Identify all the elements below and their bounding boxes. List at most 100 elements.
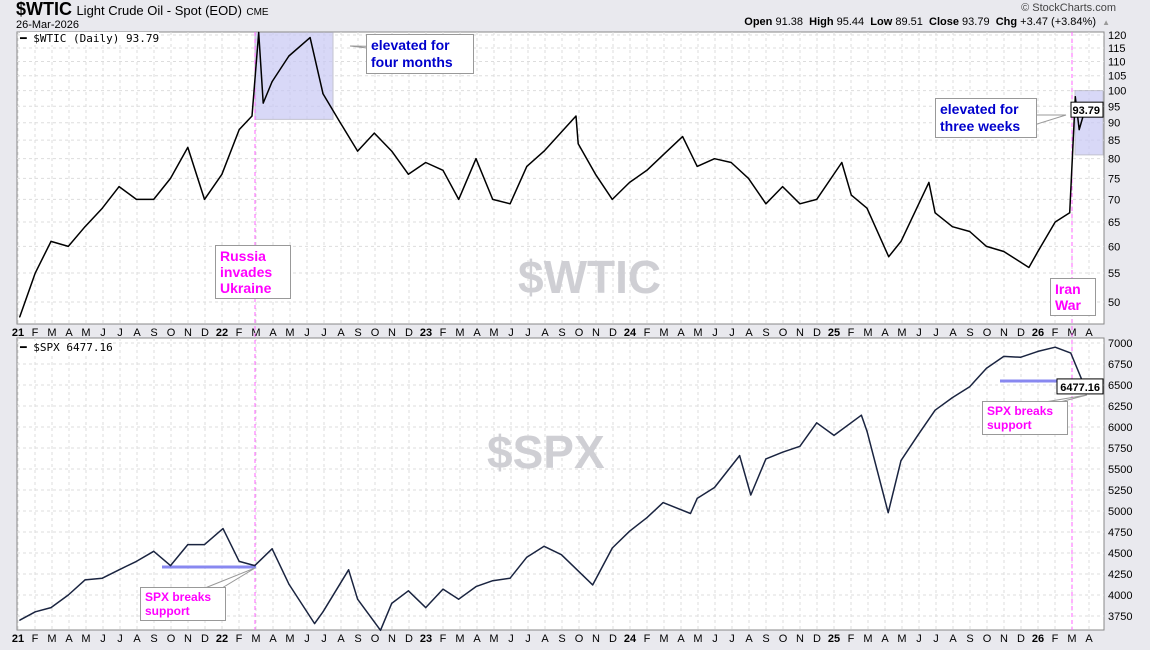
x-tick-label: A — [881, 327, 889, 339]
x-tick-label: J — [933, 327, 939, 339]
spx-point — [313, 622, 316, 625]
wtic-point — [458, 198, 460, 200]
wtic-point — [475, 158, 477, 160]
x-tick-label: M — [455, 633, 464, 645]
y-tick-label: 5750 — [1108, 443, 1132, 455]
wtic-point — [509, 203, 511, 205]
x-tick-label: J — [508, 327, 514, 339]
x-tick-label: 26 — [1032, 633, 1044, 645]
x-tick-label: J — [100, 633, 106, 645]
spx-point — [288, 583, 290, 585]
wtic-point — [1069, 212, 1071, 214]
close-label: Close — [929, 16, 959, 28]
spx-point — [799, 445, 801, 447]
wtic-point — [50, 240, 52, 242]
spx-point — [1019, 356, 1022, 358]
wtic-point — [577, 143, 579, 145]
x-tick-label: J — [525, 327, 531, 339]
symbol: $WTIC — [16, 0, 72, 19]
wtic-point — [646, 169, 648, 171]
spx-point — [379, 629, 382, 631]
x-tick-label: N — [796, 633, 804, 645]
x-tick-label: O — [167, 633, 176, 645]
x-tick-label: D — [405, 327, 413, 339]
wtic-point — [1028, 266, 1030, 269]
wtic-point — [19, 316, 21, 318]
x-tick-label: J — [933, 633, 939, 645]
y-tick-label: 95 — [1108, 101, 1120, 113]
x-tick-label: A — [1085, 633, 1093, 645]
y-tick-label: 75 — [1108, 173, 1120, 185]
spx-point — [187, 544, 189, 546]
spx-point — [1054, 346, 1056, 348]
x-tick-label: J — [712, 633, 718, 645]
security-name: Light Crude Oil - Spot (EOD) — [76, 3, 242, 18]
x-tick-label: 22 — [216, 633, 228, 645]
wtic-point — [662, 154, 664, 156]
spx-point — [254, 565, 256, 567]
three-weeks-callout: elevated for three weeks — [935, 98, 1037, 138]
spx-point — [19, 619, 21, 621]
wtic-point — [866, 207, 868, 209]
x-tick-label: A — [677, 633, 685, 645]
x-tick-label: F — [848, 327, 855, 339]
x-tick-label: S — [354, 633, 361, 645]
x-tick-label: A — [65, 327, 73, 339]
open-label: Open — [744, 16, 773, 28]
x-tick-label: A — [473, 633, 481, 645]
wtic-legend-text: $WTIC (Daily) 93.79 — [33, 32, 160, 45]
wtic-point — [67, 245, 69, 248]
wtic-point — [101, 207, 103, 209]
y-tick-label: 120 — [1108, 30, 1126, 42]
wtic-point — [373, 132, 375, 134]
x-tick-label: A — [133, 327, 141, 339]
wtic-point — [262, 102, 264, 104]
wtic-point — [1003, 250, 1005, 253]
x-tick-label: D — [813, 633, 821, 645]
y-tick-label: 100 — [1108, 86, 1126, 98]
last-value-label: 93.79 — [1072, 105, 1100, 117]
spx-point — [442, 588, 444, 590]
x-tick-label: O — [371, 327, 380, 339]
spx-point — [713, 486, 716, 489]
y-tick-label: 55 — [1108, 268, 1120, 280]
x-tick-label: A — [541, 633, 549, 645]
spx-point — [765, 458, 767, 460]
x-tick-label: 23 — [420, 633, 432, 645]
wtic-point — [575, 115, 577, 117]
spx-point — [969, 386, 971, 388]
x-tick-label: J — [304, 327, 310, 339]
spx-point — [425, 607, 427, 609]
wtic-point — [526, 165, 528, 167]
y-tick-label: 6750 — [1108, 359, 1132, 371]
triangle-up-icon[interactable]: ▲ — [1102, 18, 1110, 27]
x-tick-label: M — [489, 327, 498, 339]
x-tick-label: 22 — [216, 327, 228, 339]
x-tick-label: O — [983, 633, 992, 645]
wtic-point — [816, 198, 818, 200]
y-tick-label: 4750 — [1108, 527, 1132, 539]
wtic-point — [153, 198, 155, 200]
spx-point — [322, 611, 324, 613]
spx-point — [356, 598, 359, 600]
wtic-point — [442, 169, 444, 171]
x-tick-label: D — [1017, 327, 1025, 339]
y-tick-label: 110 — [1108, 57, 1126, 69]
x-tick-label: A — [337, 327, 345, 339]
highlight-four-months — [254, 31, 334, 120]
spx-point — [782, 451, 784, 453]
spx-point — [101, 577, 103, 579]
x-tick-label: O — [575, 633, 584, 645]
x-tick-label: M — [693, 327, 702, 339]
x-tick-label: S — [966, 633, 973, 645]
spx-point — [887, 512, 889, 514]
x-tick-label: F — [1052, 633, 1059, 645]
spx-support-callout-2026: SPX breaks support — [982, 401, 1068, 435]
wtic-point — [951, 226, 954, 228]
wtic-point — [799, 203, 801, 205]
wtic-point — [888, 256, 890, 258]
x-tick-label: J — [712, 327, 718, 339]
wtic-point — [135, 198, 138, 200]
exchange: CME — [246, 7, 269, 18]
